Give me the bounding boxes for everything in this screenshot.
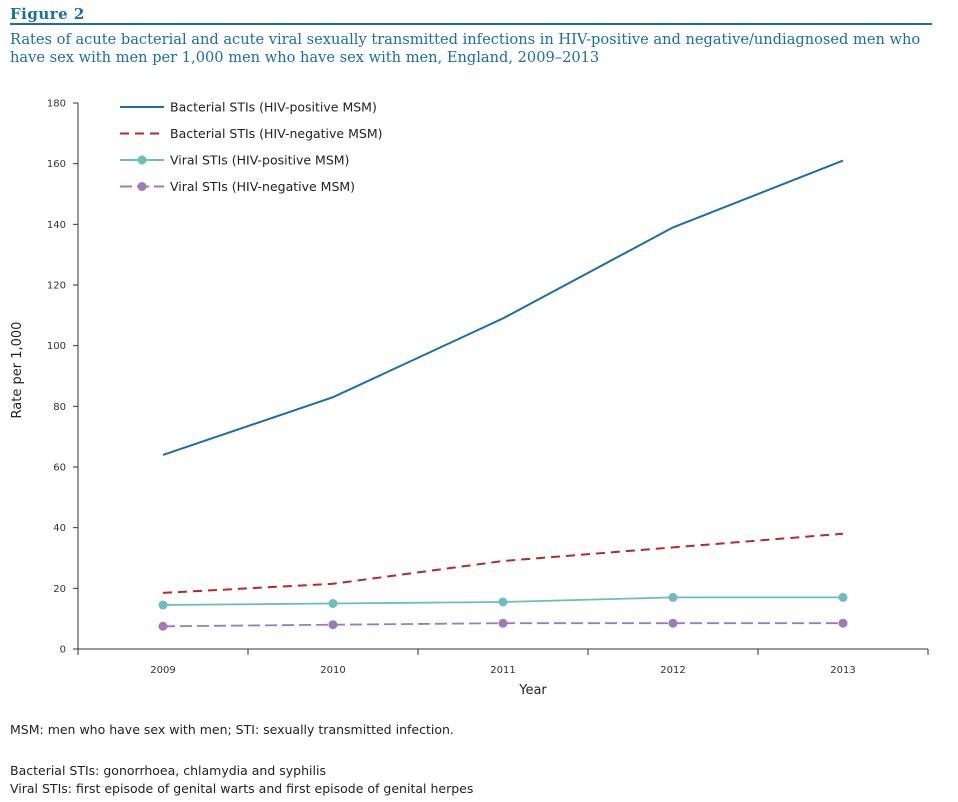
y-tick-label: 180 [47,99,66,110]
chart-axes: 0 20 40 60 80 100 120 140 160 180 2009 2010 2011 2012… [10,99,929,698]
x-tick-label: 2012 [660,665,685,676]
series-line [162,532,844,594]
series-point [158,600,168,610]
legend-label: Viral STIs (HIV-negative MSM) [170,179,355,194]
x-axis-title: Year [518,683,547,698]
y-tick-label: 60 [53,463,66,474]
series-point [498,597,508,607]
figure-label: Figure 2 [10,5,85,23]
bacterial-note: Bacterial STIs: gonorrhoea, chlamydia an… [10,763,326,778]
series-point [838,592,848,602]
series-point [668,592,678,602]
x-tick-label: 2010 [320,665,345,676]
x-tick-label: 2011 [490,665,515,676]
y-axis-title: Rate per 1,000 [10,322,25,419]
legend-marker [137,182,147,191]
y-tick-label: 20 [53,584,66,595]
series-point [328,599,338,608]
x-tick-label: 2009 [150,665,175,676]
y-tick-label: 160 [47,159,66,170]
y-tick-label: 40 [53,523,66,534]
abbreviations-note: MSM: men who have sex with men; STI: sex… [10,722,454,737]
legend-label: Viral STIs (HIV-positive MSM) [170,153,349,168]
line-chart: 0 20 40 60 80 100 120 140 160 180 2009 2010 2011 2012… [10,99,929,698]
chart-legend: Bacterial STIs (HIV-positive MSM) Bacteri… [120,100,382,194]
series-point [328,620,338,630]
legend-label: Bacterial STIs (HIV-negative MSM) [170,126,382,141]
series-point [498,618,508,628]
chart-series [158,159,848,631]
viral-note: Viral STIs: first episode of genital war… [10,781,474,796]
legend-marker [137,155,147,165]
series-point [668,618,678,628]
y-tick-label: 80 [53,402,66,413]
x-tick-label: 2013 [830,665,855,676]
title-divider [10,23,932,25]
y-tick-label: 0 [60,645,66,656]
y-tick-label: 100 [47,341,66,352]
figure-title: Rates of acute bacterial and acute viral… [10,31,921,66]
legend-label: Bacterial STIs (HIV-positive MSM) [170,100,377,115]
y-tick-label: 140 [47,220,66,231]
series-point [838,618,848,628]
series-point [158,621,168,631]
series-line [162,159,844,456]
y-tick-label: 120 [47,281,66,292]
